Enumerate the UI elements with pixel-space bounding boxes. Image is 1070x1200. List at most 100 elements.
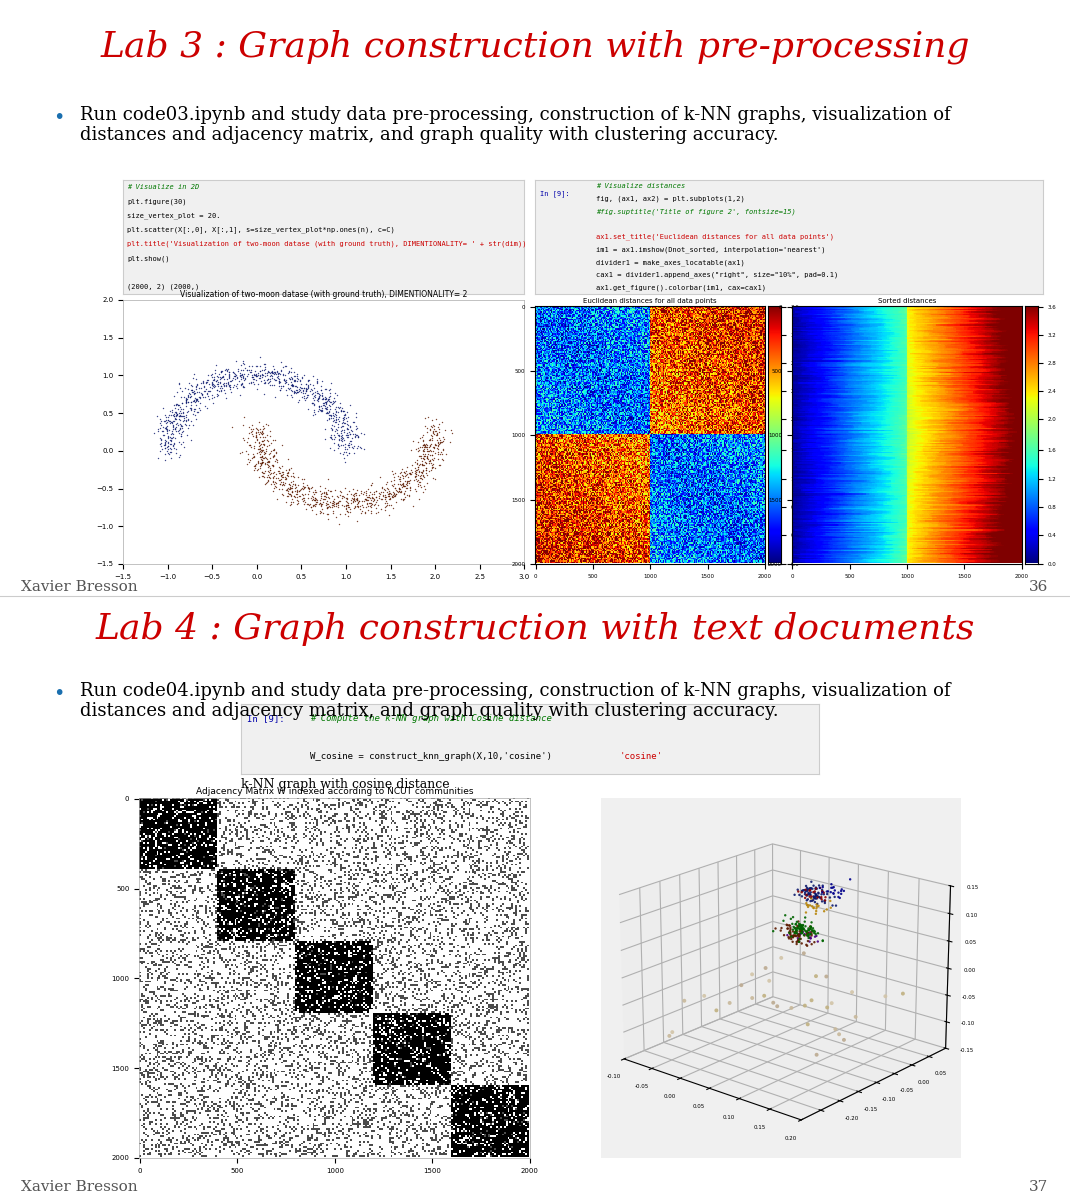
Point xyxy=(247,457,264,476)
Point xyxy=(398,474,415,493)
Point xyxy=(253,450,270,469)
Point xyxy=(166,420,183,439)
Point xyxy=(236,408,254,427)
Point xyxy=(381,496,398,515)
Point xyxy=(394,478,411,497)
Point xyxy=(426,458,443,478)
Point xyxy=(188,389,205,408)
Point xyxy=(376,486,393,505)
Point xyxy=(271,377,288,396)
Point xyxy=(187,390,204,409)
Point xyxy=(265,359,282,378)
Point xyxy=(370,488,387,508)
Point xyxy=(330,487,347,506)
Point xyxy=(342,485,360,504)
Text: ax1.set_title('Euclidean distances for all data points'): ax1.set_title('Euclidean distances for a… xyxy=(596,234,834,240)
Point xyxy=(358,491,376,510)
Point xyxy=(297,499,315,518)
Point xyxy=(270,458,287,478)
Point xyxy=(269,488,286,508)
Point xyxy=(270,371,287,390)
Point xyxy=(173,400,190,419)
Point xyxy=(331,426,348,445)
Point xyxy=(269,362,286,382)
Point xyxy=(250,437,268,456)
Point xyxy=(308,372,325,391)
Point xyxy=(261,468,278,487)
Point xyxy=(320,504,337,523)
Point xyxy=(391,481,408,500)
Point xyxy=(349,491,366,510)
Point xyxy=(226,376,243,395)
Point xyxy=(212,361,229,380)
Point xyxy=(340,493,357,512)
Point xyxy=(242,362,259,382)
Point xyxy=(343,421,361,440)
Point xyxy=(349,494,366,514)
Point xyxy=(261,456,278,475)
Point xyxy=(356,490,373,509)
Point xyxy=(341,418,358,437)
Point xyxy=(232,374,249,394)
Point xyxy=(159,408,177,427)
Point xyxy=(249,420,266,439)
Point xyxy=(232,374,249,394)
Point xyxy=(347,498,364,517)
Point xyxy=(279,449,296,468)
Point xyxy=(157,436,174,455)
Point xyxy=(369,496,386,515)
Point xyxy=(396,476,413,496)
Point xyxy=(254,440,271,460)
Point xyxy=(429,436,446,455)
Point xyxy=(318,402,335,421)
Point xyxy=(324,496,341,515)
Point xyxy=(412,475,429,494)
Point xyxy=(300,476,317,496)
Point xyxy=(254,450,271,469)
Point xyxy=(424,426,441,445)
Point xyxy=(241,356,258,376)
Point xyxy=(348,490,365,509)
Point xyxy=(155,398,172,418)
Point xyxy=(339,506,356,526)
Point xyxy=(245,439,262,458)
Point xyxy=(167,398,184,418)
Point xyxy=(247,427,264,446)
Point xyxy=(262,442,279,461)
Point xyxy=(221,377,239,396)
Point xyxy=(185,390,202,409)
Point xyxy=(392,474,409,493)
Point xyxy=(295,494,312,514)
Point xyxy=(284,479,301,498)
Point xyxy=(225,362,242,382)
Point xyxy=(408,464,425,484)
Point xyxy=(353,482,370,502)
Point xyxy=(257,473,274,492)
Point xyxy=(167,402,184,421)
Point xyxy=(385,486,402,505)
Point xyxy=(382,484,399,503)
Point xyxy=(300,378,317,397)
Point xyxy=(410,470,427,490)
Point xyxy=(171,419,188,438)
Point xyxy=(179,426,196,445)
Point xyxy=(327,409,345,428)
Point xyxy=(194,385,211,404)
Point xyxy=(324,493,341,512)
Point xyxy=(346,490,363,509)
Point xyxy=(183,410,200,430)
Point xyxy=(314,371,331,390)
Point xyxy=(321,438,338,457)
Point xyxy=(304,476,321,496)
Point xyxy=(167,418,184,437)
Point xyxy=(240,428,257,448)
Point xyxy=(185,391,202,410)
Point xyxy=(338,439,355,458)
Point xyxy=(159,428,177,448)
Point xyxy=(247,422,264,442)
Point xyxy=(341,416,358,436)
Point xyxy=(280,364,297,383)
Point xyxy=(251,436,269,455)
Point xyxy=(302,494,319,514)
Point xyxy=(278,479,295,498)
